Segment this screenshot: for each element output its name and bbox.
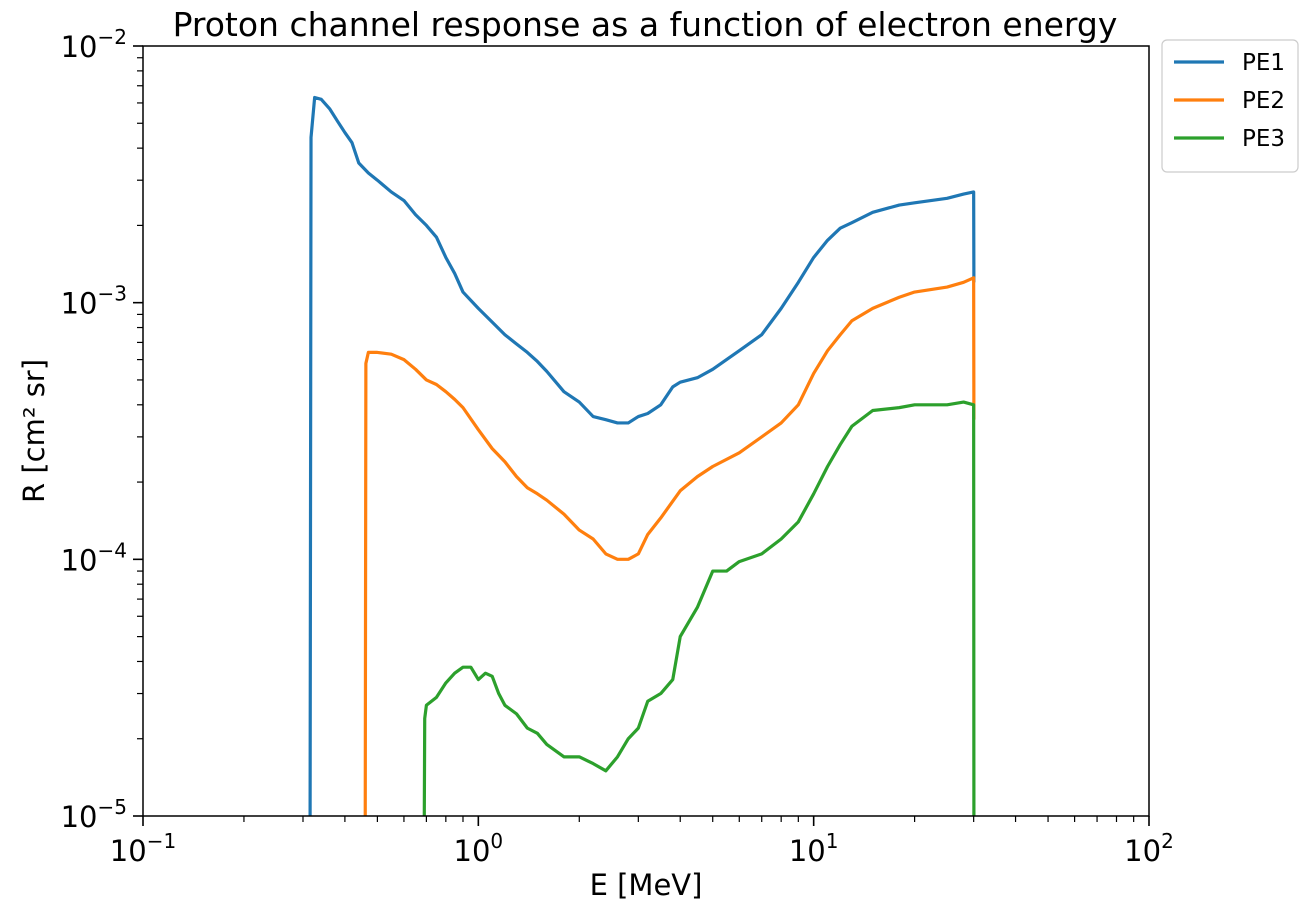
y-tick-label: 10−2: [61, 25, 127, 64]
y-tick-label: 10−4: [61, 538, 127, 577]
y-tick-label: 10−5: [61, 795, 127, 834]
legend-label-pe2: PE2: [1242, 88, 1285, 114]
ticks-layer: 10−1 100 101 102 10−5 10−4 10−3 10−2: [61, 25, 1174, 868]
series-line-pe3: [422, 400, 976, 817]
plot-frame: [142, 45, 1150, 817]
x-axis-label: E [MeV]: [590, 868, 703, 902]
series-line-pe2: [363, 276, 976, 817]
x-tick-label: 102: [1124, 829, 1174, 868]
chart-title: Proton channel response as a function of…: [173, 5, 1118, 44]
x-tick-label: 10−1: [110, 829, 176, 868]
y-tick-label: 10−3: [61, 282, 127, 321]
legend: PE1 PE2 PE3: [1161, 39, 1299, 173]
y-axis-label: R [cm² sr]: [17, 359, 51, 503]
x-tick-label: 100: [454, 829, 504, 868]
legend-label-pe1: PE1: [1242, 50, 1285, 76]
legend-label-pe3: PE3: [1242, 126, 1285, 152]
x-tick-label: 101: [789, 829, 839, 868]
series-layer: [308, 95, 976, 817]
series-line-pe1: [308, 95, 976, 817]
